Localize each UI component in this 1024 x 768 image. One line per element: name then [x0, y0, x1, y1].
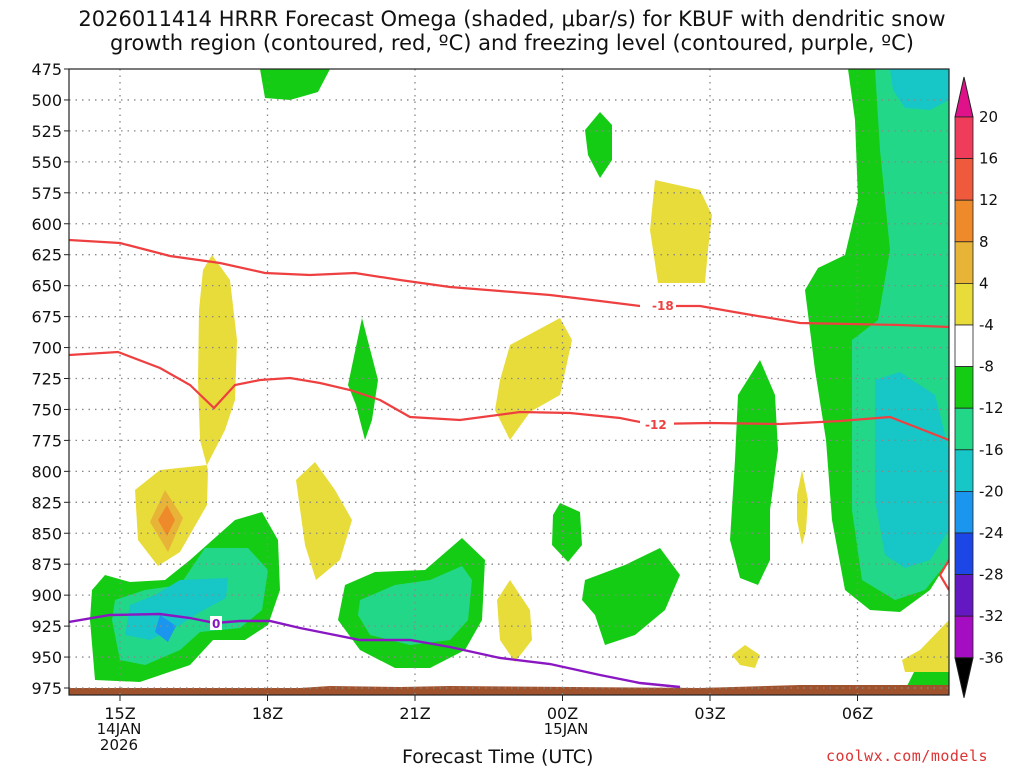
x-axis-label: Forecast Time (UTC) — [402, 746, 594, 768]
colorbar-tick--28: -28 — [979, 566, 1004, 584]
omega-region-yellow-2 — [495, 318, 572, 440]
x-tick-label-06Z: 06Z — [842, 704, 873, 723]
y-tick-label-700: 700 — [31, 339, 62, 358]
terrain-ground — [69, 685, 949, 695]
colorbar-tick-16: 16 — [979, 150, 998, 168]
colorbar-band--16 — [954, 449, 974, 492]
y-tick-label-925: 925 — [31, 617, 62, 636]
omega-region-yellow-5 — [797, 470, 808, 545]
colorbar-tick--16: -16 — [979, 441, 1004, 459]
y-tick-label-475: 475 — [31, 60, 62, 79]
chart-title-line1: 2026011414 HRRR Forecast Omega (shaded, … — [78, 7, 946, 31]
freezing-label: 0 — [212, 617, 220, 631]
x-sublabel-15z-1: 14JAN — [96, 720, 142, 738]
plot-frame — [68, 68, 950, 696]
y-tick-label-800: 800 — [31, 462, 62, 481]
y-tick-label-975: 975 — [31, 679, 62, 698]
colorbar-band--12 — [954, 407, 974, 451]
y-tick-label-750: 750 — [31, 400, 62, 419]
y-axis: 475 500 525 550 575 600 625 650 675 700 725 750 775 8… — [31, 60, 69, 698]
y-tick-label-600: 600 — [31, 215, 62, 234]
colorbar-band-12 — [954, 199, 974, 243]
colorbar-bottom-triangle — [954, 657, 974, 698]
y-tick-label-500: 500 — [31, 91, 62, 110]
freezing-level-contour — [69, 612, 681, 689]
colorbar-band--8 — [954, 366, 974, 409]
colorbar-tick--8: -8 — [979, 358, 994, 376]
y-tick-label-675: 675 — [31, 308, 62, 327]
omega-region-yellow-1 — [650, 180, 712, 283]
credit-link[interactable]: coolwx.com/models — [826, 747, 989, 765]
x-sublabel-15z-2: 2026 — [99, 736, 139, 754]
colorbar-tick--4: -4 — [979, 316, 994, 334]
omega-region-orange-2 — [158, 505, 175, 536]
colorbar-tick--12: -12 — [979, 399, 1004, 417]
colorbar-tick-12: 12 — [979, 191, 998, 209]
y-tick-label-775: 775 — [31, 431, 62, 450]
colorbar-tick-20: 20 — [979, 108, 998, 126]
colorbar-tick--32: -32 — [979, 607, 1004, 625]
y-tick-label-950: 950 — [31, 648, 62, 667]
y-tick-label-650: 650 — [31, 277, 62, 296]
omega-region-yellow-3 — [296, 462, 352, 580]
colorbar-band--4 — [954, 324, 974, 367]
omega-region-blue-lowleft — [155, 615, 176, 642]
omega-region-yellow-corner — [902, 620, 949, 672]
y-tick-label-550: 550 — [31, 153, 62, 172]
colorbar-band--20 — [954, 490, 974, 534]
contour-labels: -18 -12 0 — [210, 298, 676, 631]
omega-region-green-mid — [348, 318, 378, 440]
x-tick-label-15Z: 15Z — [104, 704, 135, 723]
contours — [69, 238, 949, 689]
colorbar-band--24 — [954, 532, 974, 575]
omega-region-yellow-4 — [497, 580, 532, 662]
colorbar-tick--24: -24 — [979, 524, 1004, 542]
chart-title-line2: growth region (contoured, red, ºC) and f… — [110, 31, 914, 55]
dgz-bottom-contour — [69, 350, 949, 442]
x-tick-label-21Z: 21Z — [399, 704, 430, 723]
dgz-lower-right-contour — [938, 559, 949, 591]
omega-region-green-small1 — [585, 112, 612, 178]
y-tick-label-525: 525 — [31, 122, 62, 141]
colorbar-band-20 — [954, 116, 974, 159]
omega-region-green-02z — [582, 548, 680, 645]
colorbar-band--32 — [954, 615, 974, 659]
y-tick-label-625: 625 — [31, 246, 62, 265]
omega-region-teal-21z — [358, 566, 472, 645]
x-tick-label-18Z: 18Z — [252, 704, 283, 723]
colorbar-tick-8: 8 — [979, 233, 989, 251]
y-tick-label-725: 725 — [31, 370, 62, 389]
colorbar-tick-4: 4 — [979, 274, 989, 292]
y-tick-label-825: 825 — [31, 493, 62, 512]
y-tick-label-850: 850 — [31, 524, 62, 543]
colorbar-band--28 — [954, 574, 974, 617]
grid-lines — [69, 69, 949, 695]
dgz-bottom-label: -12 — [645, 418, 667, 432]
dgz-top-label: -18 — [652, 299, 674, 313]
colorbar: 20 16 12 8 4 -4 -8 -12 -16 -20 -24 -28 -32 -36 — [954, 76, 1004, 698]
y-tick-label-900: 900 — [31, 586, 62, 605]
colorbar-tick--36: -36 — [979, 649, 1004, 667]
omega-shading — [69, 69, 949, 695]
y-tick-label-575: 575 — [31, 184, 62, 203]
colorbar-band-4 — [954, 282, 974, 326]
dgz-top-contour — [69, 238, 949, 329]
colorbar-top-triangle — [954, 76, 974, 118]
omega-region-green-top — [260, 69, 330, 100]
omega-region-cyan-lowleft — [125, 578, 228, 640]
x-tick-label-03Z: 03Z — [694, 704, 725, 723]
x-tick-label-00Z: 00Z — [547, 704, 578, 723]
omega-region-green-04z — [730, 360, 778, 585]
x-axis: 15Z 18Z 21Z 00Z 03Z 06Z — [104, 695, 873, 723]
x-sublabel-00z-1: 15JAN — [543, 720, 589, 738]
omega-region-yellow-col — [135, 255, 237, 566]
omega-region-green-small2 — [552, 503, 582, 562]
colorbar-tick--20: -20 — [979, 482, 1004, 500]
colorbar-band-8 — [954, 241, 974, 284]
omega-region-cyan-right2 — [875, 372, 949, 568]
y-tick-label-875: 875 — [31, 555, 62, 574]
colorbar-band-16 — [954, 158, 974, 201]
